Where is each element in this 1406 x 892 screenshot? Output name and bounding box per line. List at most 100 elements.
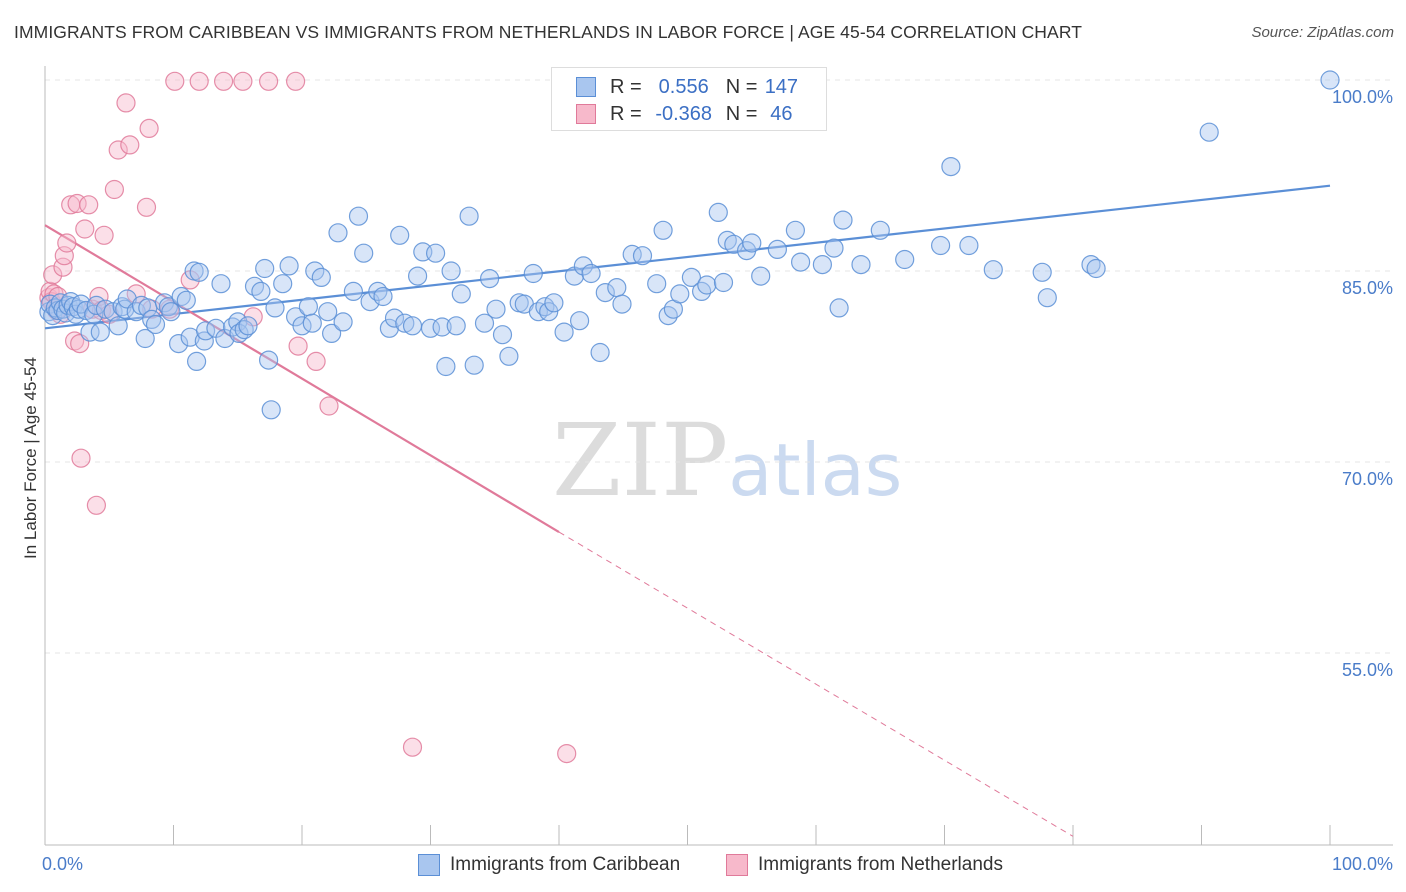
netherlands-point bbox=[306, 351, 326, 371]
legend-n-value-caribbean: 147 bbox=[764, 75, 799, 98]
caribbean-point bbox=[90, 322, 110, 342]
netherlands-point bbox=[136, 197, 157, 217]
caribbean-point bbox=[459, 206, 479, 226]
caribbean-point bbox=[1320, 70, 1340, 90]
caribbean-point bbox=[544, 293, 564, 313]
caribbean-point bbox=[145, 314, 166, 335]
caribbean-point bbox=[681, 267, 702, 287]
x-tick-label: 0.0% bbox=[42, 854, 83, 874]
caribbean-point bbox=[384, 308, 405, 328]
caribbean-point bbox=[368, 281, 388, 301]
caribbean-point bbox=[812, 255, 833, 275]
caribbean-point bbox=[595, 283, 615, 303]
netherlands-point bbox=[57, 233, 77, 253]
caribbean-point bbox=[581, 263, 601, 284]
caribbean-point bbox=[126, 302, 146, 322]
caribbean-point bbox=[71, 294, 91, 314]
watermark-atlas: atlas bbox=[728, 428, 903, 512]
caribbean-point bbox=[708, 202, 728, 222]
caribbean-point bbox=[55, 303, 76, 323]
caribbean-point bbox=[135, 328, 155, 349]
caribbean-point bbox=[742, 233, 762, 253]
netherlands-point bbox=[116, 93, 136, 113]
caribbean-point bbox=[255, 258, 275, 279]
caribbean-point bbox=[492, 325, 513, 345]
caribbean-point bbox=[691, 281, 712, 301]
netherlands-point bbox=[94, 225, 114, 245]
netherlands-point bbox=[104, 179, 125, 200]
caribbean-point bbox=[390, 225, 410, 245]
caribbean-point bbox=[194, 331, 214, 351]
caribbean-point bbox=[829, 298, 849, 318]
caribbean-point bbox=[590, 342, 610, 363]
caribbean-point bbox=[161, 302, 181, 322]
netherlands-point bbox=[165, 71, 185, 91]
caribbean-point bbox=[215, 328, 235, 349]
caribbean-point bbox=[713, 272, 734, 293]
caribbean-point bbox=[395, 313, 415, 333]
caribbean-point bbox=[238, 316, 258, 336]
legend-r-value-caribbean: 0.556 bbox=[658, 75, 709, 98]
caribbean-point bbox=[176, 290, 196, 310]
caribbean-point bbox=[169, 334, 189, 354]
series-legend-netherlands: Immigrants from Netherlands bbox=[726, 852, 1003, 878]
netherlands-point bbox=[139, 118, 159, 138]
axes bbox=[44, 66, 1393, 846]
caribbean-point bbox=[1199, 122, 1219, 142]
legend-row-netherlands: R = -0.368 N = 46 bbox=[576, 102, 805, 126]
netherlands-point bbox=[214, 71, 234, 91]
legend-swatch-caribbean bbox=[576, 77, 596, 97]
caribbean-point bbox=[446, 316, 466, 336]
caribbean-point bbox=[348, 206, 369, 226]
netherlands-point bbox=[288, 336, 308, 356]
netherlands-point bbox=[108, 140, 128, 160]
caribbean-point bbox=[328, 223, 348, 243]
caribbean-point bbox=[959, 235, 979, 256]
netherlands-point bbox=[43, 265, 63, 285]
caribbean-point bbox=[751, 266, 771, 286]
caribbean-point bbox=[870, 220, 890, 240]
netherlands-point bbox=[120, 135, 140, 155]
caribbean-point bbox=[103, 302, 123, 322]
netherlands-point bbox=[259, 71, 279, 91]
caribbean-point bbox=[158, 297, 178, 317]
caribbean-point bbox=[697, 275, 717, 295]
legend-r-label: R = bbox=[610, 102, 642, 125]
netherlands-point bbox=[319, 396, 339, 416]
legend-n-value-netherlands: 46 bbox=[770, 102, 793, 125]
series-label-caribbean: Immigrants from Caribbean bbox=[450, 854, 681, 875]
caribbean-point bbox=[824, 238, 844, 258]
caribbean-point bbox=[234, 320, 254, 340]
caribbean-point bbox=[142, 309, 162, 329]
tick-labels: 55.0% 70.0% 85.0% 100.0% 0.0% 100.0% bbox=[42, 87, 1393, 874]
caribbean-point bbox=[261, 400, 281, 420]
caribbean-point bbox=[647, 274, 667, 294]
caribbean-point bbox=[322, 323, 342, 343]
caribbean-point bbox=[486, 299, 506, 319]
caribbean-point bbox=[767, 239, 788, 259]
correlation-legend: R = 0.556 N = 147 R = -0.368 N = 46 bbox=[551, 67, 827, 131]
caribbean-point bbox=[302, 313, 322, 333]
caribbean-point bbox=[851, 255, 871, 275]
caribbean-point bbox=[833, 210, 853, 230]
y-tick-label: 100.0% bbox=[1332, 87, 1393, 107]
legend-n-label: N = bbox=[725, 102, 758, 125]
netherlands-point bbox=[189, 71, 209, 91]
caribbean-point bbox=[480, 269, 500, 289]
caribbean-point bbox=[474, 313, 495, 333]
netherlands-point bbox=[64, 331, 85, 351]
y-axis-label: In Labor Force | Age 45-54 bbox=[21, 357, 40, 559]
y-tick-label: 85.0% bbox=[1342, 278, 1393, 298]
netherlands-point bbox=[79, 195, 99, 215]
y-tick-label: 55.0% bbox=[1342, 660, 1393, 680]
netherlands-point bbox=[557, 743, 577, 764]
caribbean-point bbox=[408, 266, 428, 286]
caribbean-point bbox=[539, 302, 559, 322]
caribbean-point bbox=[318, 302, 338, 322]
caribbean-point bbox=[379, 318, 399, 338]
netherlands-point bbox=[286, 71, 306, 91]
caribbean-point bbox=[895, 249, 915, 270]
caribbean-point bbox=[402, 316, 423, 336]
caribbean-point bbox=[441, 261, 461, 281]
caribbean-trend-line bbox=[44, 184, 1331, 330]
